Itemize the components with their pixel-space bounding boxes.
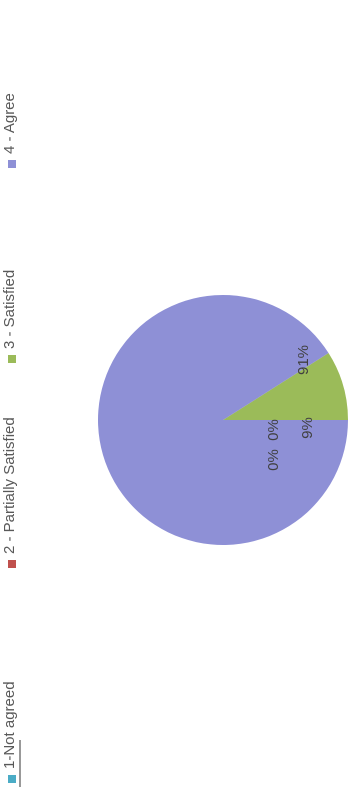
pie-slice-4 [98, 295, 348, 545]
legend-swatch-4 [8, 160, 16, 168]
legend-swatch-3 [8, 355, 16, 363]
legend: 1-Not agreed 2 - Partially Satisfied 3 - S… [1, 93, 18, 783]
data-labels: 0% 0% 9% 91% [265, 345, 316, 471]
legend-swatch-1 [8, 775, 16, 783]
legend-label-4: 4 - Agree [1, 93, 18, 154]
legend-swatch-2 [8, 560, 16, 568]
legend-label-1: 1-Not agreed [1, 681, 18, 769]
legend-label-3: 3 - Satisfied [1, 270, 18, 349]
data-label-1: 0% [265, 449, 282, 471]
legend-label-2: 2 - Partially Satisfied [1, 417, 18, 554]
data-label-3: 9% [299, 417, 316, 439]
pie-slices [98, 295, 348, 545]
data-label-4: 91% [295, 345, 312, 375]
pie-slice-3 [223, 353, 348, 420]
data-label-2: 0% [265, 419, 282, 441]
